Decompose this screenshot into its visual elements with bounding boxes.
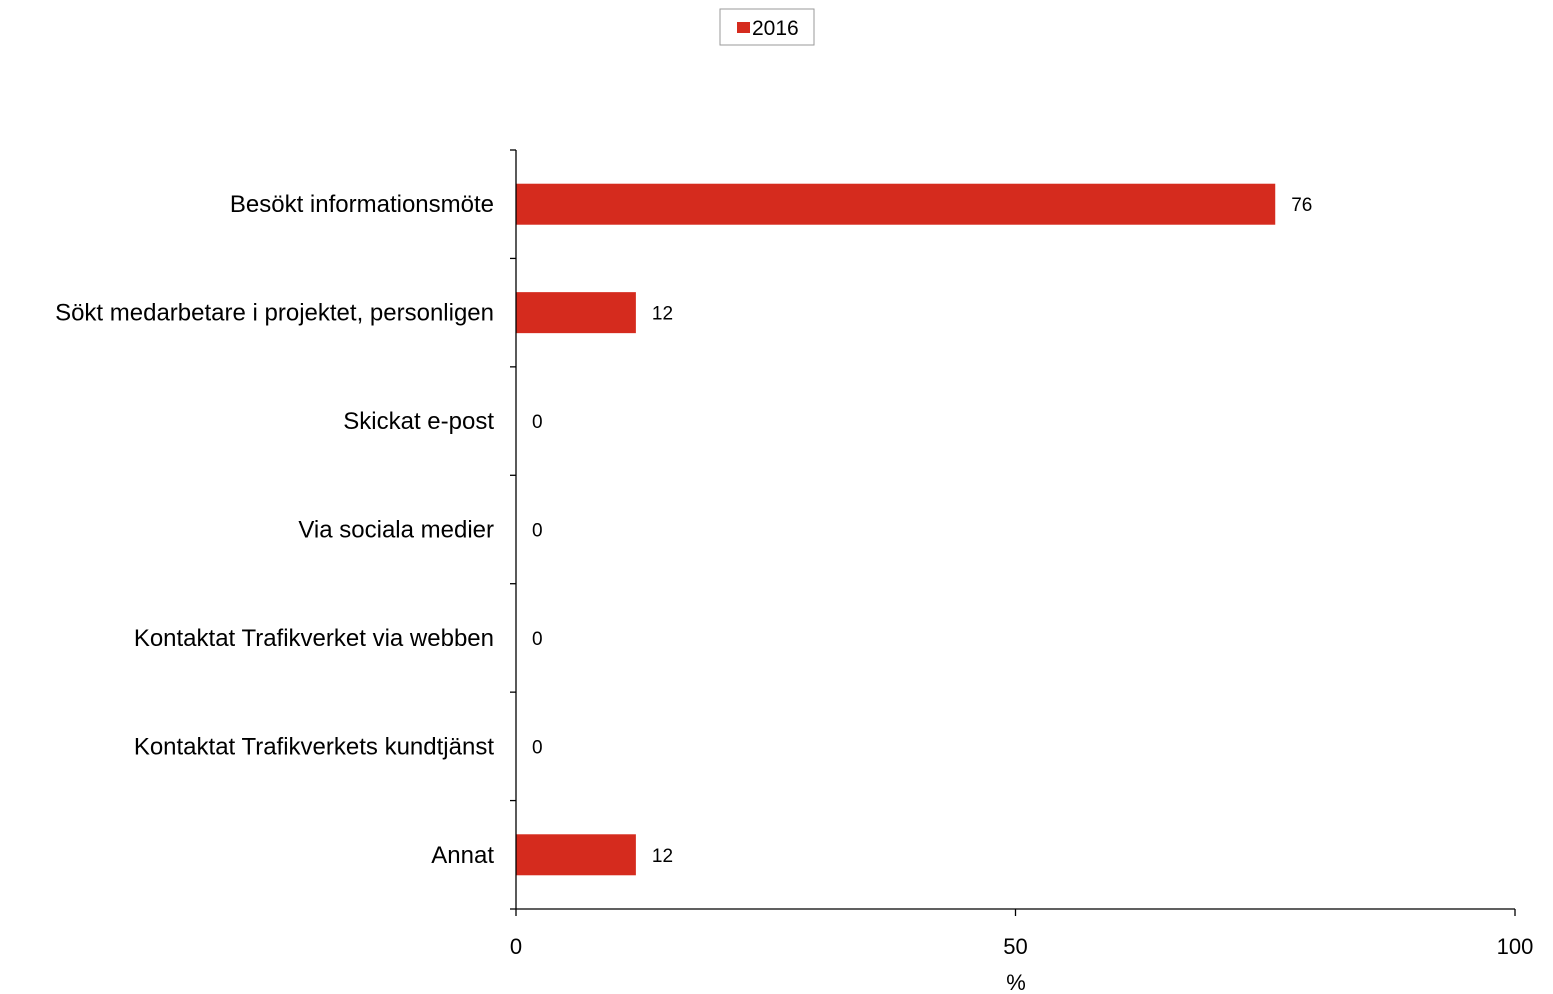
data-label-4: 0: [532, 629, 543, 650]
bar-0: [516, 184, 1275, 225]
legend-label: 2016: [752, 17, 799, 40]
category-label-5: Kontaktat Trafikverkets kundtjänst: [134, 733, 495, 760]
category-label-3: Via sociala medier: [298, 517, 494, 544]
legend-swatch: [737, 22, 750, 33]
legend: 2016: [720, 9, 814, 45]
category-label-2: Skickat e-post: [343, 408, 494, 435]
bar-1: [516, 292, 636, 333]
data-label-1: 12: [652, 304, 673, 325]
data-label-5: 0: [532, 737, 543, 758]
x-tick-label-0: 0: [510, 934, 522, 959]
category-label-0: Besökt informationsmöte: [230, 191, 494, 218]
data-label-3: 0: [532, 521, 543, 542]
category-label-6: Annat: [431, 842, 494, 869]
bars-group: [516, 184, 1275, 876]
category-label-4: Kontaktat Trafikverket via webben: [134, 625, 494, 652]
data-labels: 76 12 0 0 0 0 12: [532, 195, 1312, 867]
x-tick-label-1: 50: [1003, 934, 1027, 959]
data-label-2: 0: [532, 412, 543, 433]
axes: [510, 150, 1515, 916]
bar-6: [516, 834, 636, 875]
x-tick-label-2: 100: [1497, 934, 1534, 959]
category-label-1: Sökt medarbetare i projektet, personlige…: [55, 300, 494, 327]
x-axis-title: %: [1006, 970, 1026, 994]
x-tick-labels: 0 50 100: [510, 934, 1533, 959]
data-label-0: 76: [1291, 195, 1312, 216]
category-labels: Besökt informationsmöte Sökt medarbetare …: [55, 191, 494, 869]
data-label-6: 12: [652, 846, 673, 867]
